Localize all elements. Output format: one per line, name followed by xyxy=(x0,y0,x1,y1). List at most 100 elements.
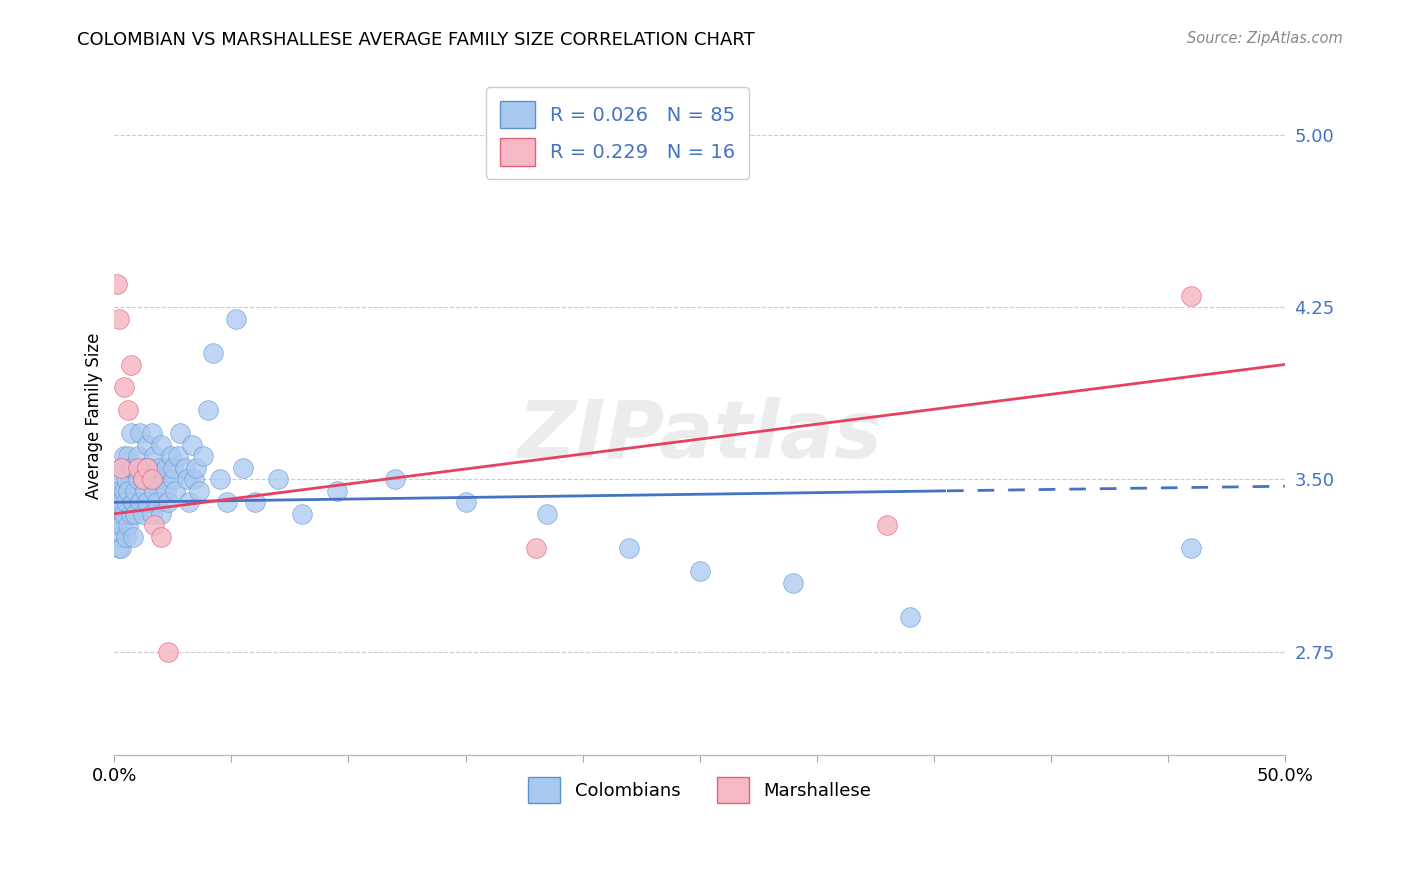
Point xyxy=(267,472,290,486)
Point xyxy=(115,495,138,509)
Point xyxy=(127,472,149,486)
Point xyxy=(108,541,131,556)
Point xyxy=(159,450,181,464)
Point xyxy=(165,483,187,498)
Point xyxy=(179,495,201,509)
Point xyxy=(136,438,159,452)
Point xyxy=(122,530,145,544)
Point xyxy=(108,311,131,326)
Point xyxy=(155,483,177,498)
Point xyxy=(138,472,160,486)
Point xyxy=(131,472,153,486)
Point xyxy=(129,495,152,509)
Point xyxy=(117,518,139,533)
Point xyxy=(129,426,152,441)
Point xyxy=(243,495,266,509)
Point xyxy=(176,472,198,486)
Text: ZIPatlas: ZIPatlas xyxy=(517,398,882,475)
Point xyxy=(215,495,238,509)
Point xyxy=(124,483,146,498)
Point xyxy=(143,483,166,498)
Point xyxy=(193,450,215,464)
Legend: Colombians, Marshallese: Colombians, Marshallese xyxy=(517,766,882,814)
Point xyxy=(152,472,174,486)
Point xyxy=(150,507,173,521)
Point xyxy=(326,483,349,498)
Point xyxy=(145,472,167,486)
Point xyxy=(524,541,547,556)
Point xyxy=(110,518,132,533)
Point xyxy=(120,426,142,441)
Point xyxy=(117,450,139,464)
Point xyxy=(225,311,247,326)
Point xyxy=(148,460,170,475)
Point xyxy=(108,530,131,544)
Point xyxy=(131,472,153,486)
Point xyxy=(110,460,132,475)
Point xyxy=(169,426,191,441)
Text: COLOMBIAN VS MARSHALLESE AVERAGE FAMILY SIZE CORRELATION CHART: COLOMBIAN VS MARSHALLESE AVERAGE FAMILY … xyxy=(77,31,755,49)
Point xyxy=(143,450,166,464)
Point xyxy=(117,483,139,498)
Point xyxy=(536,507,558,521)
Point xyxy=(157,644,180,658)
Point xyxy=(105,495,128,509)
Point xyxy=(1180,541,1202,556)
Point xyxy=(115,530,138,544)
Point xyxy=(186,460,208,475)
Point xyxy=(619,541,641,556)
Point xyxy=(117,403,139,417)
Point xyxy=(122,495,145,509)
Point xyxy=(232,460,254,475)
Point xyxy=(162,472,184,486)
Point xyxy=(384,472,406,486)
Point xyxy=(136,460,159,475)
Point xyxy=(155,460,177,475)
Point xyxy=(1180,288,1202,302)
Y-axis label: Average Family Size: Average Family Size xyxy=(86,333,103,500)
Point xyxy=(208,472,231,486)
Point xyxy=(180,438,202,452)
Point xyxy=(141,472,163,486)
Point xyxy=(108,483,131,498)
Point xyxy=(150,438,173,452)
Point xyxy=(112,380,135,394)
Point xyxy=(782,575,804,590)
Point xyxy=(127,450,149,464)
Point xyxy=(112,507,135,521)
Point xyxy=(454,495,477,509)
Point xyxy=(173,460,195,475)
Point xyxy=(110,541,132,556)
Point xyxy=(131,507,153,521)
Point xyxy=(124,507,146,521)
Point xyxy=(127,460,149,475)
Point xyxy=(134,460,156,475)
Point xyxy=(122,460,145,475)
Point xyxy=(110,495,132,509)
Point xyxy=(134,483,156,498)
Point xyxy=(136,495,159,509)
Point xyxy=(110,460,132,475)
Point xyxy=(105,518,128,533)
Text: Source: ZipAtlas.com: Source: ZipAtlas.com xyxy=(1187,31,1343,46)
Point xyxy=(157,495,180,509)
Point xyxy=(138,460,160,475)
Point xyxy=(143,518,166,533)
Point xyxy=(166,450,188,464)
Point xyxy=(150,530,173,544)
Point xyxy=(105,472,128,486)
Point xyxy=(201,346,224,360)
Point xyxy=(898,610,921,624)
Point xyxy=(105,277,128,292)
Point xyxy=(197,403,219,417)
Point xyxy=(115,472,138,486)
Point xyxy=(183,472,205,486)
Point xyxy=(120,358,142,372)
Point xyxy=(120,507,142,521)
Point xyxy=(112,483,135,498)
Point xyxy=(187,483,209,498)
Point xyxy=(876,518,898,533)
Point xyxy=(108,507,131,521)
Point xyxy=(141,426,163,441)
Point xyxy=(689,564,711,578)
